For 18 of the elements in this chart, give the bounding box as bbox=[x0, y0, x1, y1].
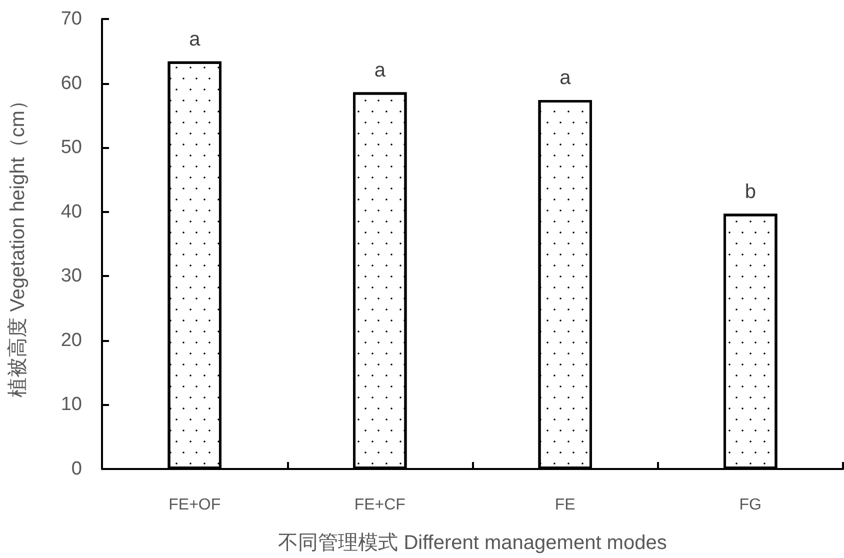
y-tick-label: 70 bbox=[60, 8, 82, 30]
x-tick-label: FE bbox=[554, 496, 576, 514]
y-tick-label: 50 bbox=[60, 137, 82, 158]
y-tick-label: 60 bbox=[60, 72, 82, 94]
x-tick-label: FE+OF bbox=[168, 496, 221, 514]
x-tick-label: FG bbox=[739, 496, 762, 514]
x-tick-label: FE+CF bbox=[354, 496, 406, 514]
data-label: a bbox=[560, 67, 572, 89]
data-label: a bbox=[374, 59, 386, 82]
y-axis-title: 植被高度 Vegetation height（cm） bbox=[6, 90, 29, 398]
y-tick-label: 20 bbox=[60, 330, 82, 351]
data-label: a bbox=[189, 28, 202, 50]
y-tick-label: 0 bbox=[71, 458, 82, 480]
y-tick-label: 10 bbox=[60, 394, 82, 416]
y-tick-label: 40 bbox=[60, 201, 82, 222]
x-axis-title: 不同管理模式 Different management modes bbox=[278, 532, 667, 554]
data-label: b bbox=[744, 180, 756, 203]
y-tick-label: 30 bbox=[60, 266, 82, 287]
